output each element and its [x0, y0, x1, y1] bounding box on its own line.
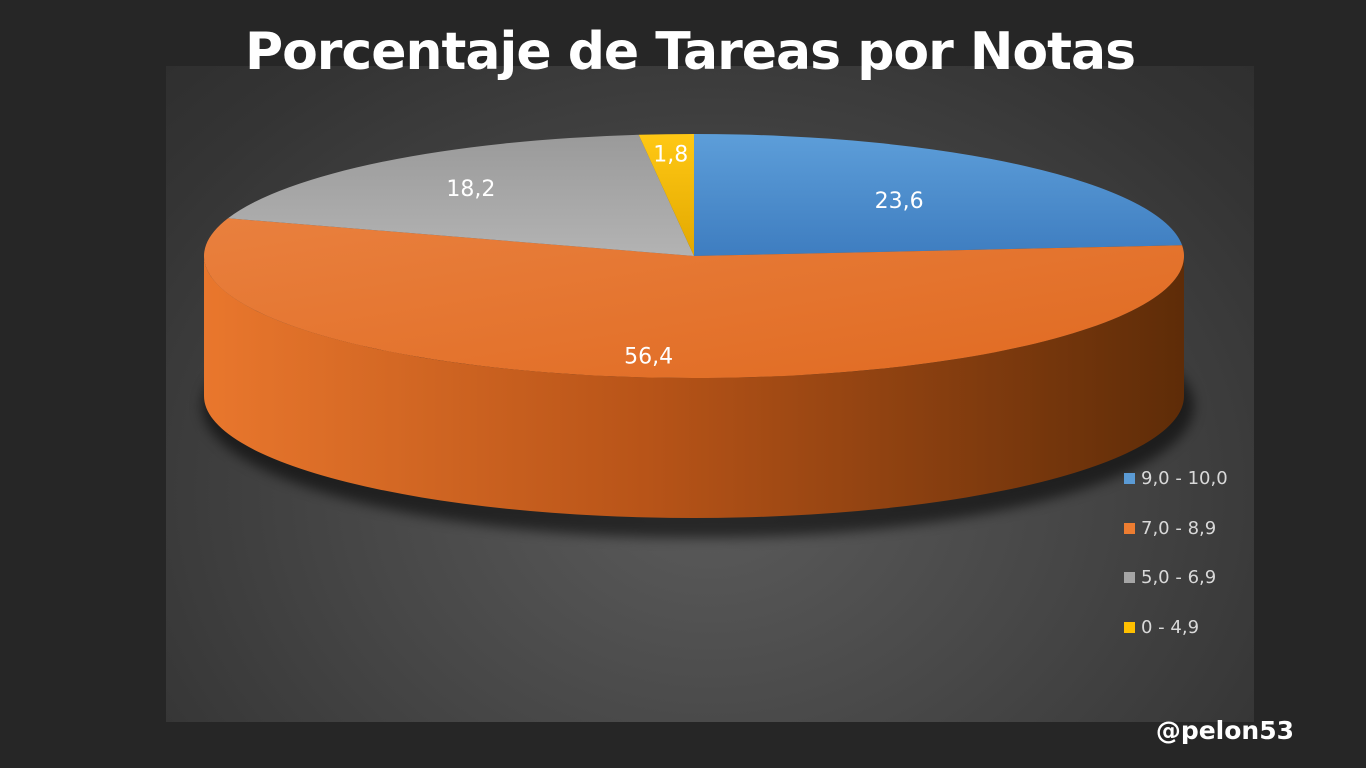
pie-slice [227, 134, 694, 256]
legend-label: 7,0 - 8,9 [1141, 517, 1217, 539]
data-label: 1,8 [653, 143, 688, 168]
pie-slice [204, 218, 1184, 379]
legend-item: 5,0 - 6,9 [1124, 565, 1254, 590]
legend-item: 9,0 - 10,0 [1124, 466, 1254, 491]
pie-slice [694, 134, 1183, 256]
pie-slice-side [204, 256, 1184, 518]
legend-item: 0 - 4,9 [1124, 615, 1254, 640]
legend-swatch [1124, 572, 1135, 583]
legend-label: 9,0 - 10,0 [1141, 468, 1228, 489]
chart-legend: 9,0 - 10,0 7,0 - 8,9 5,0 - 6,9 0 - 4,9 [1124, 466, 1254, 664]
data-label: 18,2 [446, 177, 495, 202]
data-label: 56,4 [624, 344, 673, 369]
pie-slice [638, 134, 694, 256]
legend-label: 5,0 - 6,9 [1141, 567, 1217, 588]
legend-item: 7,0 - 8,9 [1124, 516, 1254, 541]
chart-title: Porcentaje de Tareas por Notas [244, 22, 1136, 82]
legend-swatch [1124, 473, 1135, 484]
legend-label: 0 - 4,9 [1141, 616, 1200, 638]
legend-swatch [1124, 522, 1135, 534]
data-label: 23,6 [875, 189, 924, 214]
author-watermark: @pelon53 [1155, 716, 1294, 745]
legend-swatch [1124, 621, 1135, 633]
